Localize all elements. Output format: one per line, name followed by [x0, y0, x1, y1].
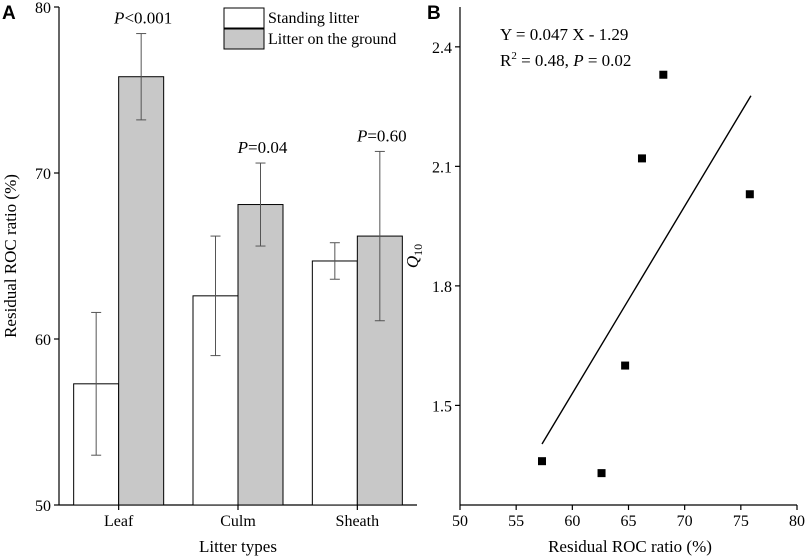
panel-b-points	[538, 70, 754, 478]
panel-b-y-label: Q10	[403, 244, 425, 268]
panel-b-x-tick-label: 70	[677, 513, 693, 530]
panel-a-letter: A	[2, 3, 16, 24]
p-italic: P	[113, 9, 124, 28]
panel-a-y-tick-label: 50	[35, 498, 51, 515]
panel-b-fit-line	[541, 95, 752, 445]
panel-a-x-tick-label: Culm	[220, 513, 256, 530]
panel-a-y-label: Residual ROC ratio (%)	[1, 174, 20, 338]
r2-prefix: R	[500, 51, 512, 70]
panel-b-r2: R2 = 0.48, P = 0.02	[500, 50, 631, 70]
p-italic: P	[356, 126, 367, 145]
error-bar-leaf-standing	[91, 311, 102, 456]
panel-b-letter: B	[427, 3, 441, 24]
panel-a-x-tick-label: Leaf	[104, 513, 134, 530]
panel-b-y-tick-label: 2.4	[432, 40, 452, 57]
r2-mid: = 0.48,	[517, 51, 573, 70]
error-bar-leaf-ground	[136, 33, 147, 121]
panel-a-legend: Standing litter Litter on the ground	[223, 7, 396, 50]
p-value-leaf: P<0.001	[113, 9, 172, 28]
p-italic: P	[237, 138, 248, 157]
panel-b-y-ticks: 1.5 1.8 2.1 2.4	[432, 40, 460, 415]
panel-a-y-tick-label: 60	[35, 332, 51, 349]
panel-b-x-tick-label: 50	[452, 513, 468, 530]
panel-a-y-ticks: 50 60 70 80	[35, 0, 59, 515]
panel-b-x-tick-label: 65	[621, 513, 637, 530]
panel-b-x-tick-label: 60	[564, 513, 580, 530]
legend-swatch-standing	[223, 7, 265, 29]
bar-culm-ground	[237, 204, 284, 506]
panel-a-x-label: Litter types	[199, 537, 277, 556]
legend-label-ground: Litter on the ground	[268, 31, 396, 48]
panel-b-x-tick-label: 55	[508, 513, 524, 530]
legend-label-standing: Standing litter	[268, 10, 360, 27]
scatter-point	[745, 190, 754, 199]
error-bar-sheath-ground	[374, 150, 385, 322]
scatter-point	[621, 361, 630, 370]
panel-b-y-tick-label: 2.1	[432, 159, 452, 176]
panel-a-x-ticks: Leaf Culm Sheath	[104, 505, 379, 530]
scatter-point	[538, 457, 547, 466]
r2-superscript: 2	[511, 50, 517, 62]
panel-b-equation: Y = 0.047 X - 1.29	[500, 25, 628, 44]
error-bar-sheath-standing	[329, 242, 340, 280]
panel-a-y-tick-label: 80	[35, 0, 51, 17]
p-value-sheath: P=0.60	[356, 126, 407, 145]
bar-leaf-ground	[118, 76, 165, 506]
error-bar-culm-standing	[210, 235, 221, 357]
error-bar-culm-ground	[255, 162, 266, 247]
p-rest: <0.001	[124, 9, 172, 28]
panel-a-error-bars	[91, 33, 385, 456]
y-label-subscript: 10	[411, 244, 425, 256]
panel-a-y-tick-label: 70	[35, 166, 51, 183]
panel-b-y-tick-label: 1.5	[432, 398, 452, 415]
panel-b: B 1.5 1.8 2.1 2.4 50 55 60 65 70 75 80 Y = 0.047 …	[403, 3, 805, 556]
scatter-point	[659, 70, 668, 79]
scatter-point	[637, 154, 646, 163]
panel-b-x-ticks: 50 55 60 65 70 75 80	[452, 505, 805, 530]
panel-b-x-tick-label: 80	[789, 513, 805, 530]
r2-p-italic: P	[572, 51, 583, 70]
panel-a-x-tick-label: Sheath	[336, 513, 380, 530]
y-label-q: Q	[403, 256, 422, 268]
scatter-point	[597, 469, 606, 478]
panel-b-y-tick-label: 1.8	[432, 279, 452, 296]
bar-sheath-standing	[311, 260, 358, 506]
p-rest: =0.04	[248, 138, 288, 157]
r2-p-rest: = 0.02	[584, 51, 632, 70]
panel-b-x-label: Residual ROC ratio (%)	[548, 537, 712, 556]
p-rest: =0.60	[367, 126, 406, 145]
legend-swatch-ground	[223, 28, 265, 50]
p-value-culm: P=0.04	[237, 138, 288, 157]
panel-b-x-tick-label: 75	[733, 513, 749, 530]
